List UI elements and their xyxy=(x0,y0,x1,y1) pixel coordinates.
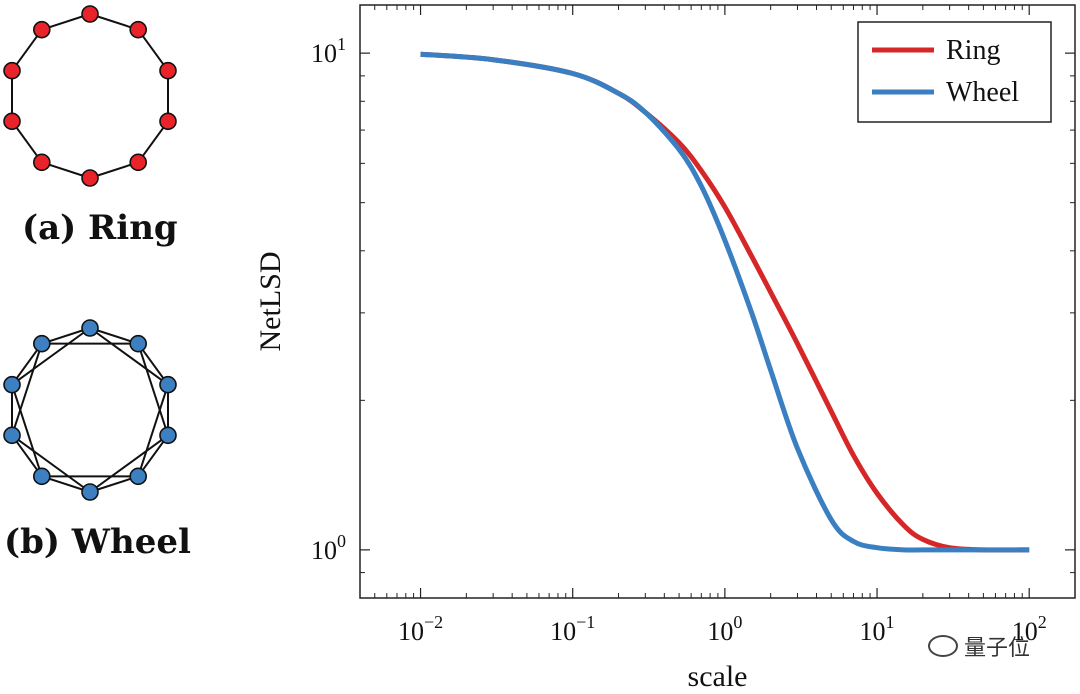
wechat-icon xyxy=(928,635,958,657)
wheel-edge xyxy=(11,384,43,477)
wheel-node xyxy=(129,334,147,353)
wheel-node xyxy=(159,426,177,445)
series-line-ring xyxy=(420,51,1030,553)
y-tick-label: 101 xyxy=(311,34,346,68)
wheel-caption: (b) Wheel xyxy=(4,522,191,562)
y-axis-label: NetLSD xyxy=(254,252,287,352)
wheel-node xyxy=(129,467,147,486)
series-layer xyxy=(420,51,1030,553)
minor-ticks xyxy=(360,5,1075,598)
watermark: 量子位 xyxy=(928,630,1030,662)
ring-graph xyxy=(3,5,177,187)
y-ticks: 100 101 xyxy=(311,34,1075,565)
ring-node xyxy=(129,20,147,39)
ring-node xyxy=(3,112,21,131)
wheel-node xyxy=(81,319,99,337)
x-tick-label: 101 xyxy=(860,612,895,646)
x-axis-label: scale xyxy=(688,660,748,693)
wheel-node xyxy=(33,334,51,353)
legend: Ring Wheel xyxy=(857,21,1052,123)
ring-node xyxy=(81,5,99,23)
x-tick-label: 102 xyxy=(1012,612,1047,646)
x-tick-label: 10−1 xyxy=(550,612,595,646)
wheel-node xyxy=(33,467,51,486)
ring-node xyxy=(159,61,177,80)
x-ticks: 10−2 10−1 100 101 102 xyxy=(398,5,1047,646)
legend-box xyxy=(857,21,1052,123)
ring-node xyxy=(81,169,99,187)
wheel-edge xyxy=(11,327,91,386)
ring-node xyxy=(129,153,147,172)
wheel-node xyxy=(3,375,21,394)
series-line-wheel xyxy=(420,51,1030,553)
wheel-node xyxy=(159,375,177,394)
watermark-text: 量子位 xyxy=(964,636,1031,661)
wheel-edge xyxy=(11,434,91,493)
legend-label-ring: Ring xyxy=(946,35,1000,66)
wheel-graph xyxy=(3,319,177,501)
x-tick-label: 100 xyxy=(707,612,742,646)
ring-caption: (a) Ring xyxy=(22,208,178,248)
ring-node xyxy=(33,20,51,39)
wheel-node xyxy=(81,483,99,501)
x-tick-label: 10−2 xyxy=(398,612,443,646)
wheel-edge xyxy=(11,343,43,436)
wheel-edge xyxy=(137,343,169,436)
y-tick-label: 100 xyxy=(311,531,346,565)
ring-node xyxy=(159,112,177,131)
graph-illustrations xyxy=(3,5,177,501)
ring-node xyxy=(33,153,51,172)
wheel-edge xyxy=(89,434,169,493)
wheel-edge xyxy=(89,327,169,386)
plot-frame xyxy=(359,4,1076,599)
legend-label-wheel: Wheel xyxy=(946,77,1019,108)
ring-node xyxy=(3,61,21,80)
wheel-edge xyxy=(137,384,169,477)
wheel-node xyxy=(3,426,21,445)
